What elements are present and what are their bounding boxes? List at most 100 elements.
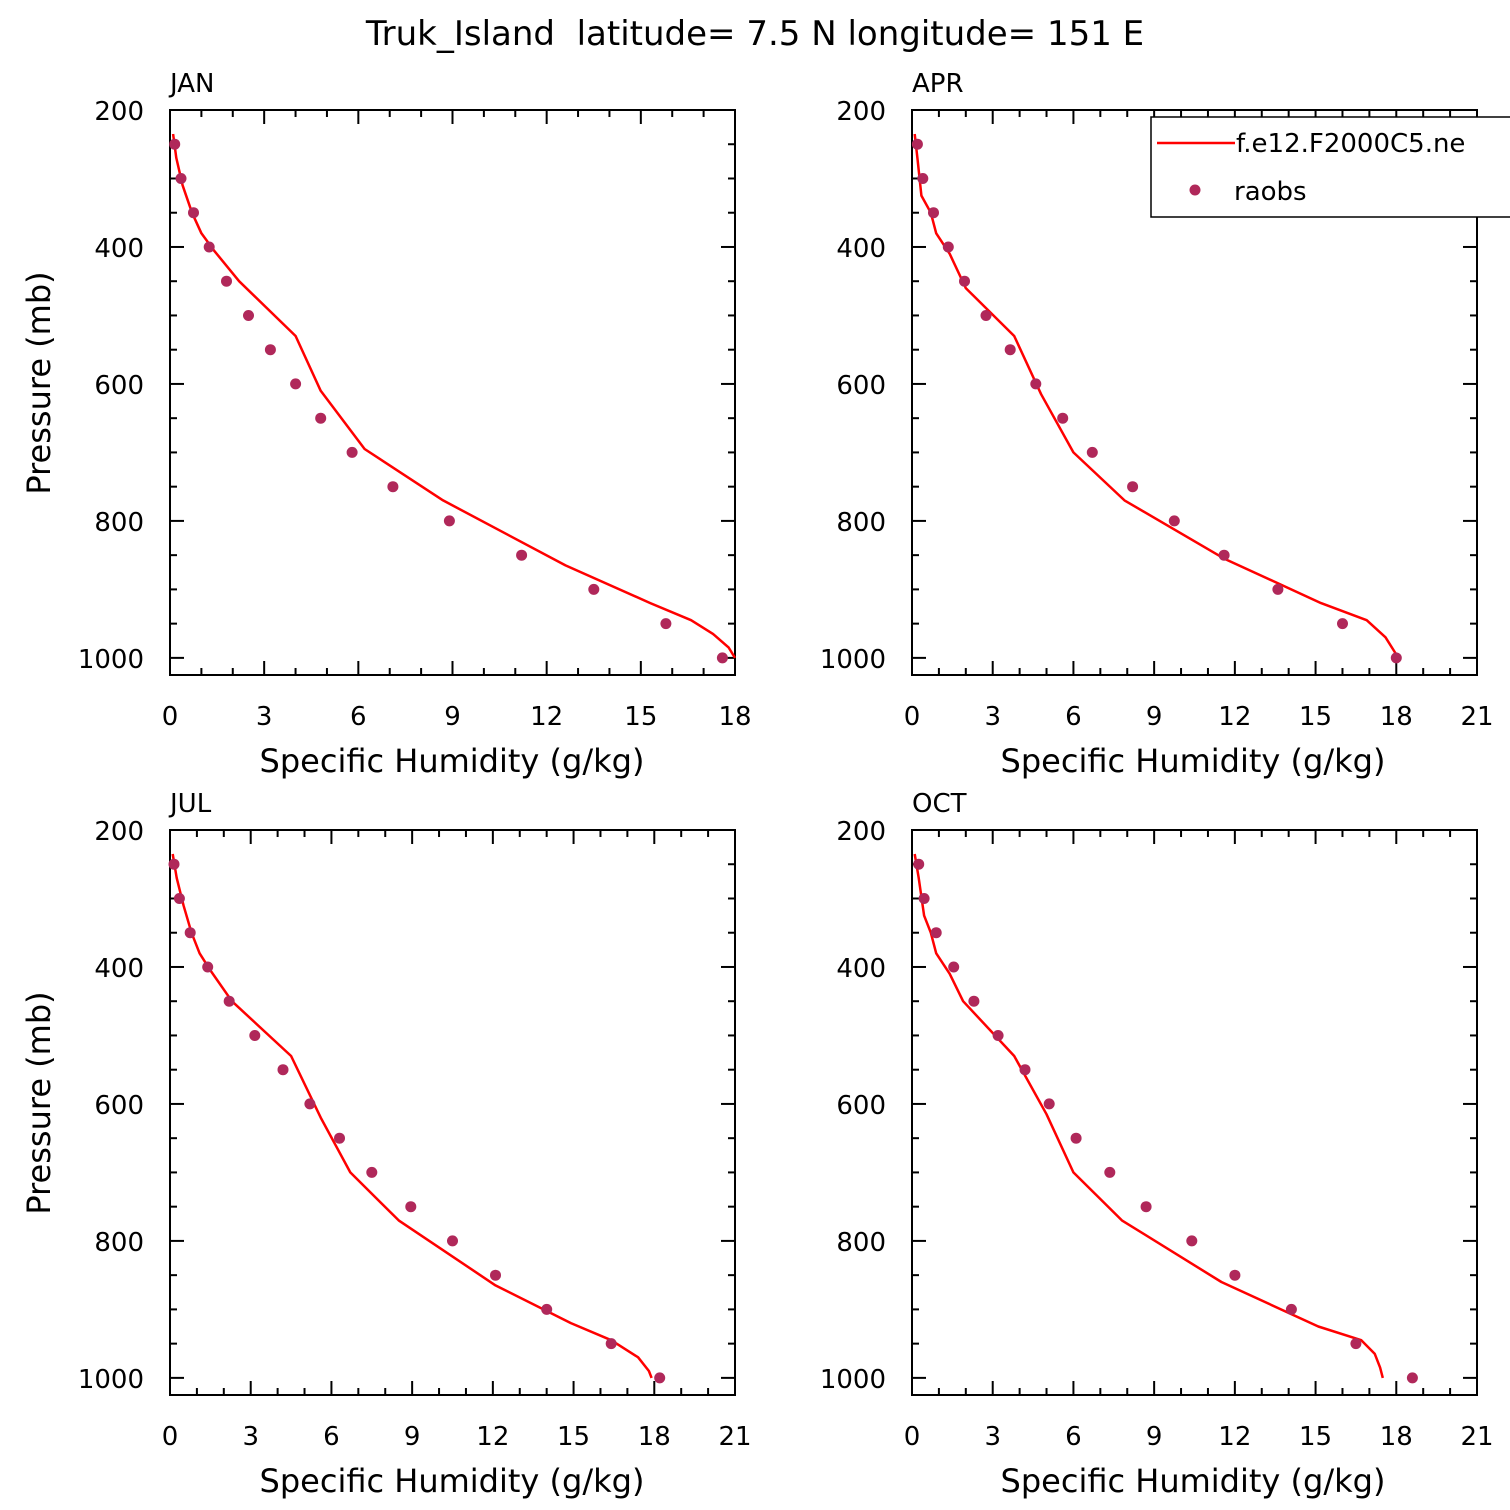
y-tick-label: 800	[836, 1228, 886, 1258]
raobs-point	[1070, 1132, 1082, 1144]
model-series-line	[171, 853, 653, 1379]
y-axis-label: Pressure (mb)	[20, 271, 58, 494]
x-axis-label: Specific Humidity (g/kg)	[1001, 1462, 1386, 1500]
raobs-point	[654, 1372, 666, 1384]
raobs-point	[959, 275, 970, 287]
x-tick-label: 18	[1380, 1422, 1413, 1452]
raobs-point	[223, 995, 235, 1007]
y-tick-label: 1000	[78, 1365, 144, 1395]
panel-label: OCT	[912, 789, 967, 819]
raobs-point	[175, 173, 187, 184]
raobs-point	[366, 1166, 378, 1178]
raobs-point	[1406, 1372, 1418, 1384]
raobs-point	[173, 893, 185, 904]
x-tick-label: 9	[404, 1422, 421, 1452]
legend-marker-swatch	[1189, 184, 1201, 196]
raobs-point	[1186, 1235, 1198, 1247]
raobs-point	[1168, 515, 1180, 527]
legend-model-label: f.e12.F2000C5.ne	[1236, 129, 1465, 159]
x-tick-label: 0	[904, 702, 921, 732]
x-tick-label: 6	[350, 702, 367, 732]
model-series-line	[171, 133, 737, 659]
x-tick-label: 12	[530, 702, 563, 732]
raobs-point	[188, 207, 199, 219]
raobs-point	[588, 583, 600, 595]
x-tick-label: 3	[242, 1422, 259, 1452]
y-tick-label: 800	[94, 1228, 144, 1258]
raobs-point	[541, 1303, 553, 1315]
model-series-line	[913, 133, 1398, 656]
y-tick-label: 400	[94, 234, 144, 264]
raobs-point	[1127, 481, 1139, 493]
x-tick-label: 3	[256, 702, 273, 732]
raobs-point	[277, 1064, 289, 1076]
legend-box	[1150, 116, 1510, 218]
x-tick-label: 9	[1146, 1422, 1163, 1452]
y-tick-label: 800	[836, 508, 886, 538]
x-tick-label: 15	[624, 702, 657, 732]
raobs-point	[948, 961, 960, 973]
panel-apr: APR Specific Humidity (g/kg) 0 3 6 9 12 15 18 2…	[820, 69, 1494, 780]
raobs-point	[315, 412, 327, 424]
x-tick-label: 18	[718, 702, 751, 732]
raobs-point	[660, 618, 672, 630]
plot-frame	[911, 829, 1478, 1396]
raobs-point	[202, 961, 214, 973]
panel-oct: OCT Specific Humidity (g/kg) 0 3 6 9 12 15 18 2…	[820, 789, 1494, 1500]
raobs-point	[443, 515, 455, 527]
raobs-point	[490, 1269, 501, 1281]
x-axis-label: Specific Humidity (g/kg)	[260, 742, 645, 780]
raobs-point	[1229, 1269, 1241, 1281]
plot-frame	[169, 109, 736, 676]
x-tick-label: 12	[476, 1422, 509, 1452]
raobs-point	[1272, 583, 1284, 595]
raobs-point	[911, 138, 923, 150]
raobs-point	[1390, 652, 1402, 664]
panel-label: APR	[912, 69, 964, 99]
model-series-line	[913, 853, 1385, 1379]
x-tick-label: 21	[718, 1422, 751, 1452]
raobs-point	[169, 138, 181, 150]
y-tick-label: 600	[94, 1091, 144, 1121]
raobs-point	[290, 378, 302, 390]
y-tick-label: 600	[94, 371, 144, 401]
raobs-point	[917, 173, 929, 184]
raobs-point	[334, 1132, 345, 1144]
panel-label: JAN	[168, 69, 214, 99]
x-tick-label: 6	[1065, 702, 1082, 732]
x-tick-label: 12	[1218, 1422, 1251, 1452]
panel-jul: JUL Specific Humidity (g/kg) Pressure (m…	[20, 789, 752, 1500]
x-tick-label: 0	[162, 1422, 179, 1452]
y-axis-label: Pressure (mb)	[20, 991, 58, 1214]
raobs-point	[1086, 446, 1098, 458]
raobs-point	[168, 858, 180, 870]
y-tick-label: 1000	[820, 1365, 886, 1395]
y-tick-label: 400	[836, 954, 886, 984]
x-tick-label: 21	[1460, 1422, 1493, 1452]
x-tick-label: 15	[1299, 1422, 1332, 1452]
raobs-point	[249, 1030, 261, 1041]
y-tick-label: 600	[836, 1091, 886, 1121]
y-tick-label: 200	[836, 97, 886, 127]
y-tick-label: 200	[94, 817, 144, 847]
x-tick-label: 9	[1146, 702, 1163, 732]
legend-obs-label: raobs	[1234, 177, 1307, 207]
raobs-point	[1019, 1064, 1031, 1076]
figure-title: Truk_Island latitude= 7.5 N longitude= 1…	[365, 14, 1144, 54]
panel-marks: 0 3 6 9 12 15 18 200 400 600 800 1000	[78, 97, 752, 732]
x-tick-label: 9	[444, 702, 461, 732]
raobs-point	[243, 310, 254, 321]
raobs-point	[992, 1030, 1004, 1041]
raobs-point	[1285, 1303, 1297, 1315]
x-tick-label: 12	[1218, 702, 1251, 732]
plot-frame	[169, 829, 736, 1396]
raobs-point	[980, 310, 992, 321]
y-tick-label: 800	[94, 508, 144, 538]
panel-jan: JAN Specific Humidity (g/kg) Pressure (m…	[20, 69, 752, 780]
x-tick-label: 3	[984, 1422, 1001, 1452]
panel-marks: 0 3 6 9 12 15 18 21 200 400 600 800 1000	[78, 817, 752, 1452]
y-tick-label: 400	[94, 954, 144, 984]
raobs-point	[184, 927, 196, 939]
raobs-point	[304, 1098, 316, 1110]
raobs-point	[968, 995, 980, 1007]
